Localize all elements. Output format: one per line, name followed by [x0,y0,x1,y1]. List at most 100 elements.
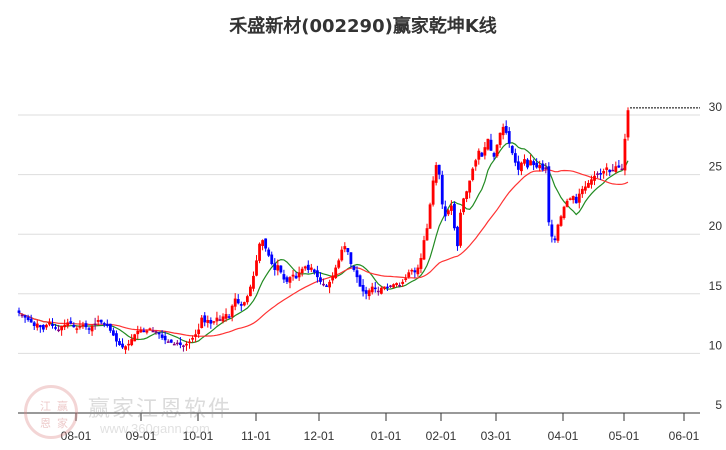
candle [142,330,146,333]
candle [115,333,118,342]
candle [541,163,545,170]
candle [407,272,411,278]
candle [446,210,450,215]
candle [599,173,602,175]
candle [611,169,615,172]
candle [416,267,420,275]
candle [108,323,112,331]
candle [443,206,447,217]
candle [410,269,414,272]
candle [63,324,67,328]
candle [617,165,621,168]
candle [233,298,237,307]
candle [431,180,435,205]
candle [608,169,612,173]
candle [35,323,39,328]
candle [401,281,405,284]
candle [477,150,481,160]
candle [127,343,131,346]
chart-title: 禾盛新材(002290)赢家乾坤K线 [229,16,497,37]
candle [212,321,216,323]
candle [383,286,386,289]
candle [178,342,182,346]
candle [72,324,76,328]
candle [550,224,554,237]
candle [245,296,249,303]
candle [580,188,584,195]
candle [425,228,429,241]
x-tick-label: 01-01 [371,429,402,443]
candle [145,330,149,333]
candle [78,325,82,328]
candle [559,216,563,226]
candle [532,161,536,166]
candle [319,277,322,282]
candle [495,144,499,157]
candle [291,274,295,277]
candle [111,330,115,336]
x-tick-label: 03-01 [481,429,512,443]
candle [166,341,170,343]
candle [261,240,264,246]
y-tick-label: 15 [709,279,723,293]
y-tick-label: 30 [709,100,723,114]
candle [309,267,313,270]
candle [276,265,280,271]
candle [605,167,609,170]
candle [428,204,432,229]
candle [434,165,438,183]
candle [422,240,426,260]
candle [507,131,511,144]
candle [523,159,526,164]
candle [386,286,389,289]
candle [349,252,353,264]
candle [51,323,54,326]
candle [331,275,335,281]
candle [175,342,179,345]
candle [553,238,557,241]
x-tick-label: 09-01 [126,429,157,443]
candle [346,248,350,253]
candle [160,334,164,338]
candle [395,283,398,286]
candle [38,325,42,328]
candle [66,322,70,327]
candle [75,328,79,330]
candle [456,226,459,247]
candle [529,160,532,166]
candle [209,320,213,324]
candle [172,343,176,346]
candle [437,164,441,175]
candle [398,284,402,287]
candle [87,328,91,330]
candle [188,341,191,344]
candle [535,162,539,168]
candle [218,319,222,321]
candle [227,316,231,318]
candle [191,337,194,340]
candle [596,173,599,175]
candle [501,126,505,136]
candle [294,275,298,279]
x-tick-label: 10-01 [183,429,214,443]
candle [255,260,258,276]
candle [249,286,252,297]
candle [593,175,596,181]
candle [148,328,152,330]
candle [279,265,283,273]
candle [614,166,618,172]
candle [303,266,307,269]
candle [93,323,97,326]
candle [154,331,158,333]
candle [157,332,161,335]
candle [270,254,274,264]
candle [334,267,338,279]
candle [194,334,198,337]
candle [297,272,301,278]
candle [340,249,344,261]
candle [60,325,64,331]
candle [547,166,551,223]
candle [136,330,140,335]
candle [389,285,392,287]
candle [556,224,560,241]
